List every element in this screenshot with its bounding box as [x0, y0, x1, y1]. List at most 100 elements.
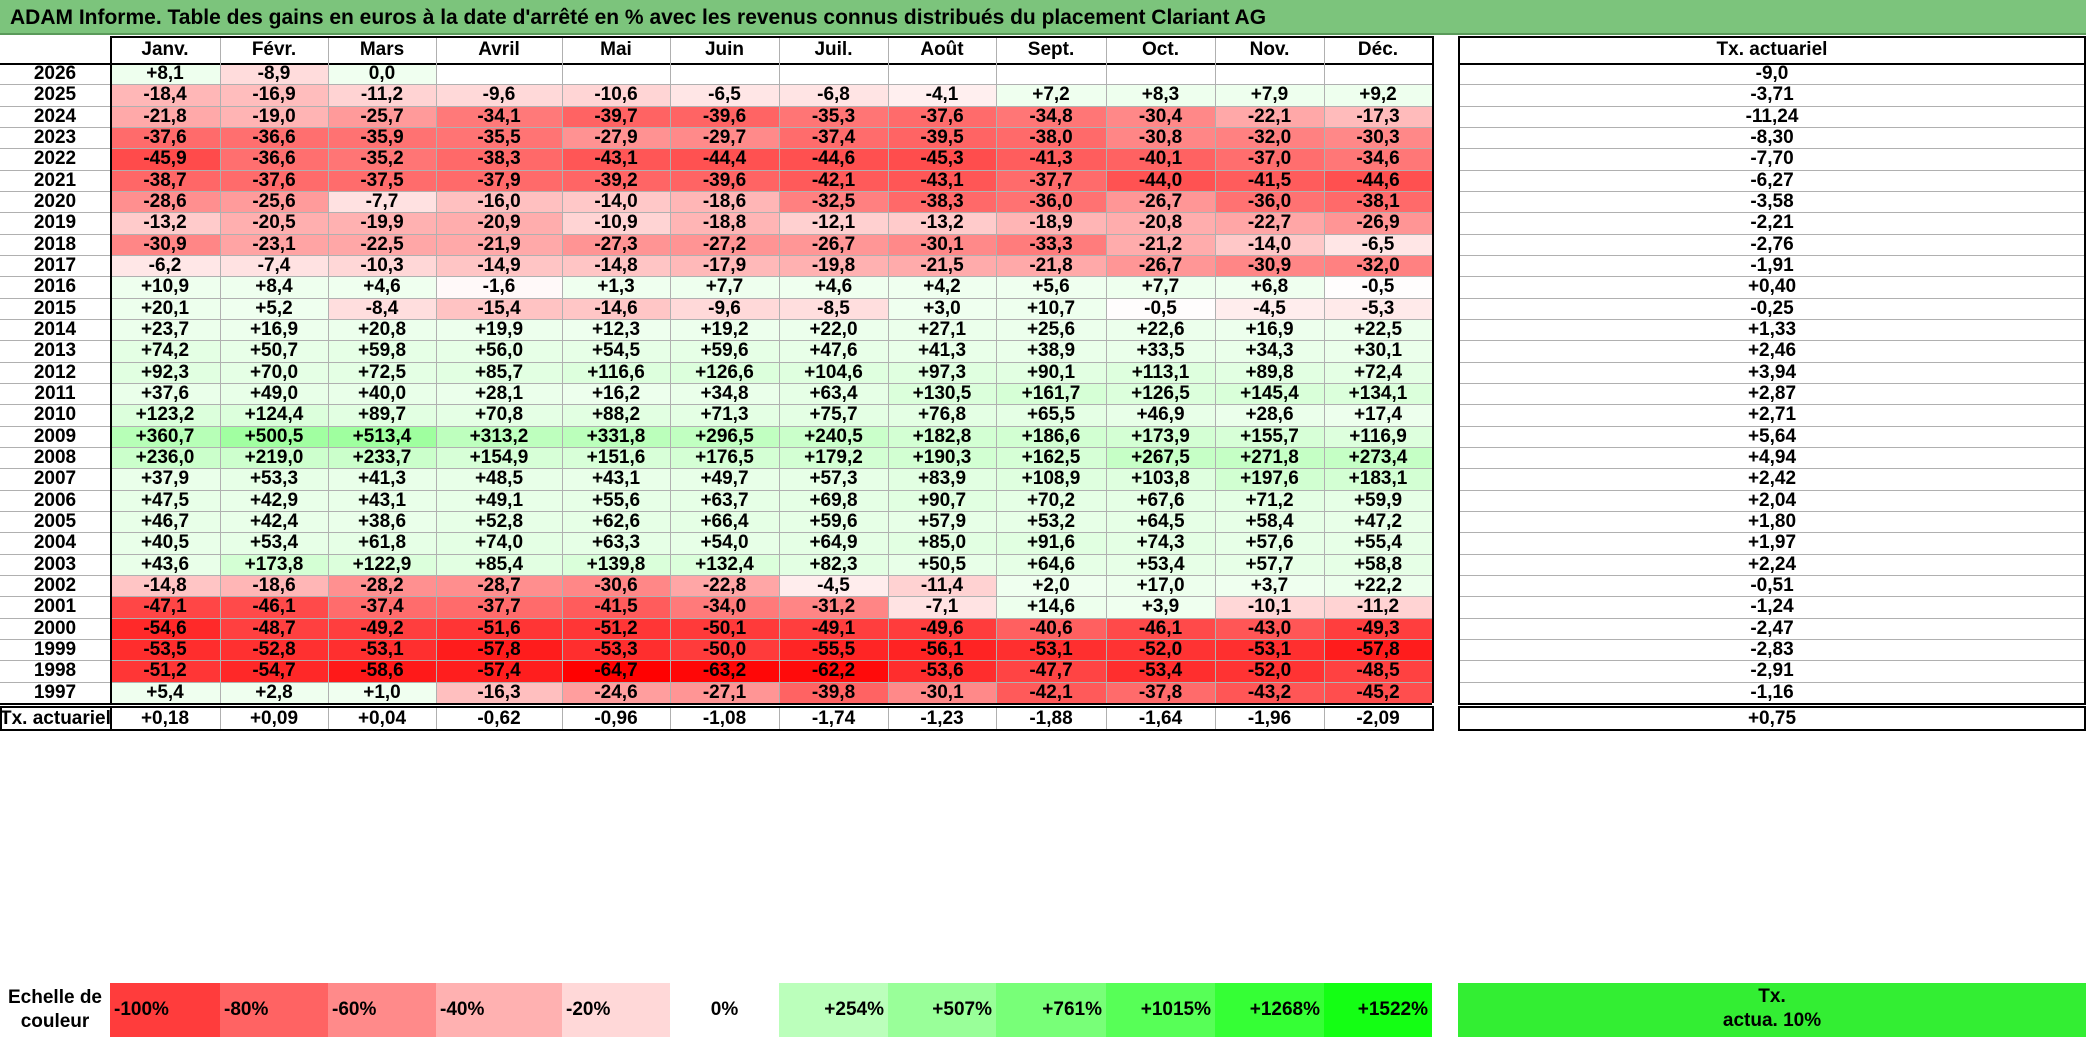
heatmap-cell: -11,2: [1324, 596, 1432, 618]
heatmap-cell: -20,9: [436, 212, 562, 234]
row-divider: [0, 276, 1432, 277]
year-label: 2014: [33, 318, 77, 340]
heatmap-cell: +72,5: [328, 361, 436, 383]
row-divider: [1458, 148, 2086, 149]
heatmap-cell: +57,7: [1215, 553, 1324, 575]
heatmap-cell: +52,8: [436, 510, 562, 533]
heatmap-cell: +5,6: [996, 276, 1106, 298]
header-month-7: Juil.: [814, 39, 853, 60]
heatmap-cell: -38,0: [996, 126, 1106, 149]
heatmap-cell: +173,8: [220, 553, 328, 575]
heatmap-cell: -21,5: [888, 254, 996, 277]
heatmap-cell: +74,2: [110, 340, 220, 362]
heatmap-cell: -37,6: [110, 126, 220, 149]
heatmap-cell: -23,1: [220, 233, 328, 255]
row-divider: [0, 84, 1432, 85]
column-divider: [779, 36, 780, 703]
color-scale-swatch: +1015%: [1106, 983, 1215, 1037]
heatmap-cell: +48,5: [436, 468, 562, 490]
heatmap-cell: -48,5: [1324, 660, 1432, 682]
heatmap-cell: -39,6: [670, 105, 779, 127]
heatmap-cell: -33,3: [996, 233, 1106, 255]
heatmap-cell: -37,7: [996, 169, 1106, 191]
heatmap-cell: -10,6: [562, 84, 670, 106]
heatmap-cell: -51,2: [110, 660, 220, 682]
header-month-3: Mars: [359, 39, 405, 60]
heatmap-cell: +331,8: [562, 425, 670, 447]
heatmap-cell: +19,9: [436, 318, 562, 341]
heatmap-cell: -51,2: [562, 617, 670, 639]
heatmap-cell: +70,0: [220, 361, 328, 383]
heatmap-cell: -52,0: [1215, 660, 1324, 682]
heatmap-cell: +50,7: [220, 340, 328, 362]
heatmap-cell: -49,3: [1324, 617, 1432, 639]
heatmap-cell: -15,4: [436, 297, 562, 319]
heatmap-cell: -6,2: [110, 254, 220, 277]
heatmap-cell: +113,1: [1106, 361, 1215, 383]
heatmap-cell: +20,1: [110, 297, 220, 319]
heatmap-cell: -32,0: [1215, 126, 1324, 149]
color-scale-swatch: -100%: [110, 983, 220, 1037]
heatmap-cell: -39,5: [888, 126, 996, 149]
heatmap-cell: +28,1: [436, 382, 562, 405]
heatmap-cell: -42,1: [779, 169, 888, 191]
heatmap-cell: +16,2: [562, 382, 670, 405]
row-divider: [1458, 362, 2086, 363]
heatmap-cell: -30,8: [1106, 126, 1215, 149]
heatmap-cell: +67,6: [1106, 489, 1215, 511]
header-month-5: Mai: [600, 39, 632, 60]
column-divider: [888, 705, 889, 731]
heatmap-cell: +49,7: [670, 468, 779, 490]
heatmap-cell: -38,1: [1324, 190, 1432, 213]
heatmap-cell: [779, 63, 888, 85]
heatmap-cell: +9,2: [1324, 84, 1432, 106]
heatmap-cell: +17,0: [1106, 574, 1215, 597]
header-month-1: Janv.: [141, 39, 189, 60]
footer-rate-cell: -1,96: [1247, 707, 1292, 729]
heatmap-cell: +236,0: [110, 446, 220, 469]
heatmap-cell: -44,6: [1324, 169, 1432, 191]
heatmap-cell: +126,6: [670, 361, 779, 383]
heatmap-cell: -16,3: [436, 681, 562, 703]
heatmap-cell: +162,5: [996, 446, 1106, 469]
heatmap-cell: +173,9: [1106, 425, 1215, 447]
heatmap-cell: -49,2: [328, 617, 436, 639]
heatmap-cell: -53,6: [888, 660, 996, 682]
heatmap-cell: -57,8: [1324, 638, 1432, 661]
heatmap-cell: -11,4: [888, 574, 996, 597]
row-divider: [1458, 426, 2086, 427]
heatmap-cell: -21,8: [110, 105, 220, 127]
row-divider: [0, 639, 1432, 640]
heatmap-cell: -48,7: [220, 617, 328, 639]
heatmap-cell: [1215, 63, 1324, 85]
color-scale-swatch: -40%: [436, 983, 562, 1037]
heatmap-cell: +8,3: [1106, 84, 1215, 106]
heatmap-cell: -22,1: [1215, 105, 1324, 127]
annual-border: [1458, 36, 2086, 38]
year-label: 2019: [33, 212, 77, 234]
header-month-10: Oct.: [1142, 39, 1179, 60]
heatmap-cell: +47,5: [110, 489, 220, 511]
heatmap-cell: +50,5: [888, 553, 996, 575]
heatmap-cell: +179,2: [779, 446, 888, 469]
header-month-11: Nov.: [1249, 39, 1290, 60]
footer-rate-cell: -1,88: [1029, 707, 1073, 729]
row-divider: [0, 191, 1432, 192]
footer-rate-cell: -1,08: [702, 707, 747, 729]
footer-frame: [0, 705, 1434, 731]
color-scale-swatch: +507%: [888, 983, 996, 1037]
heatmap-cell: -32,5: [779, 190, 888, 213]
heatmap-cell: -36,0: [1215, 190, 1324, 213]
heatmap-cell: +49,1: [436, 489, 562, 511]
annual-rate-cell: -2,91: [1750, 660, 1794, 682]
heatmap-cell: -52,8: [220, 638, 328, 661]
heatmap-cell: +4,6: [328, 276, 436, 298]
column-divider: [562, 705, 563, 731]
heatmap-cell: -14,9: [436, 254, 562, 277]
heatmap-cell: +54,0: [670, 532, 779, 554]
heatmap-cell: -36,0: [996, 190, 1106, 213]
heatmap-cell: -1,6: [436, 276, 562, 298]
color-scale-label-line2: couleur: [20, 1011, 90, 1032]
heatmap-cell: -0,5: [1324, 276, 1432, 298]
heatmap-cell: +3,9: [1106, 596, 1215, 618]
